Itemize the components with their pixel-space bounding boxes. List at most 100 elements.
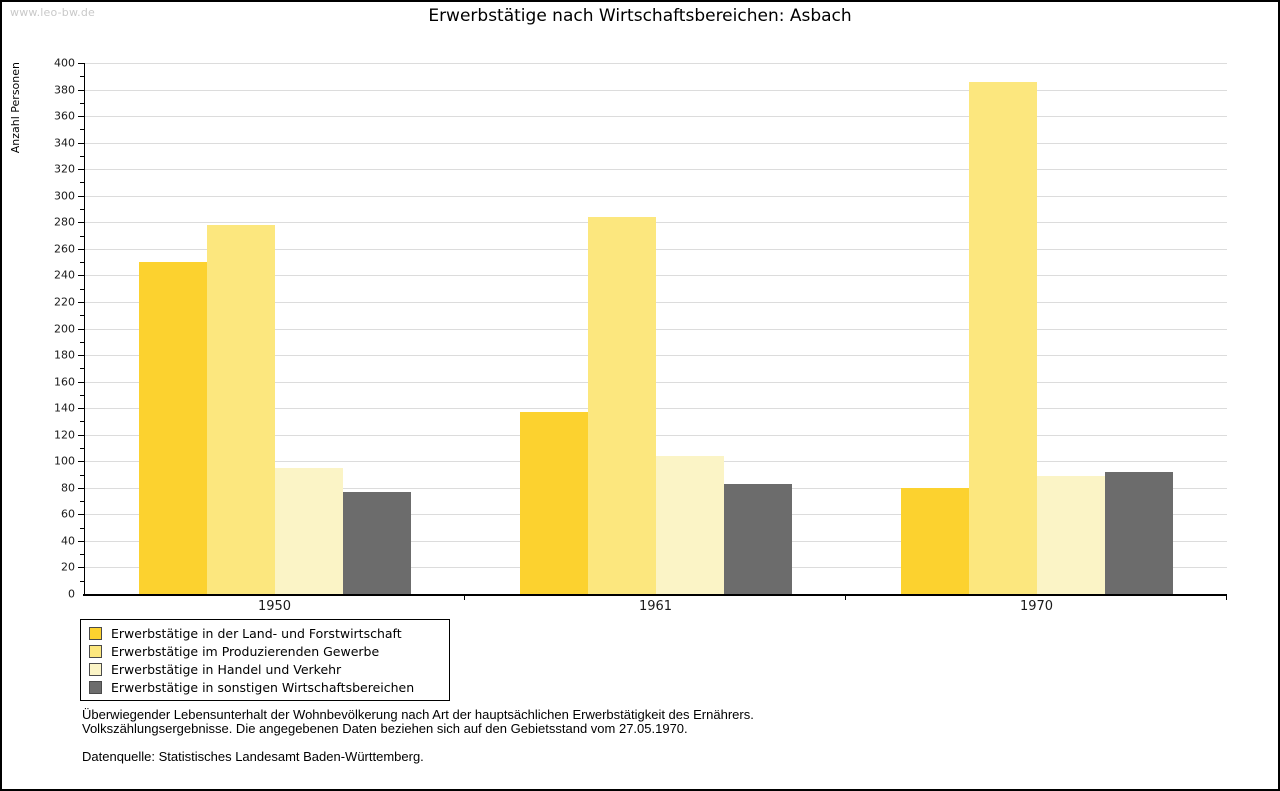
y-minor-tick xyxy=(80,315,84,317)
y-major-tick xyxy=(78,540,84,542)
y-major-tick xyxy=(78,567,84,569)
y-tick-label: 60 xyxy=(61,507,75,521)
chart-title: Erwerbstätige nach Wirtschaftsbereichen:… xyxy=(428,6,852,26)
y-major-tick xyxy=(78,301,84,303)
bar-handel-und-verkehr-1970 xyxy=(1036,475,1105,594)
y-tick-label: 40 xyxy=(61,534,75,548)
y-tick-label: 80 xyxy=(61,481,75,495)
legend-label: Erwerbstätige in sonstigen Wirtschaftsbe… xyxy=(111,679,415,695)
x-tick-label: 1950 xyxy=(257,599,292,614)
y-tick-label: 240 xyxy=(54,268,75,282)
gridline xyxy=(85,89,1227,91)
watermark: www.leo-bw.de xyxy=(10,6,96,19)
y-tick-label: 400 xyxy=(54,56,75,70)
bar-handel-und-verkehr-1950 xyxy=(274,467,343,594)
bar-sonstige-wirtschaftsbereiche-1961 xyxy=(723,483,792,594)
gridline xyxy=(85,328,1227,330)
footer-line2: Volkszählungsergebnisse. Die angegebenen… xyxy=(82,720,688,736)
y-tick-label: 120 xyxy=(54,428,75,442)
footer-source: Datenquelle: Statistisches Landesamt Bad… xyxy=(82,749,424,764)
bar-produzierendes-gewerbe-1970 xyxy=(968,81,1037,594)
y-major-tick xyxy=(78,222,84,224)
y-tick-label: 180 xyxy=(54,348,75,362)
y-minor-tick xyxy=(80,182,84,184)
y-tick-label: 340 xyxy=(54,136,75,150)
bar-sonstige-wirtschaftsbereiche-1950 xyxy=(342,491,411,594)
y-minor-tick xyxy=(80,368,84,370)
legend-item-handel: Erwerbstätige in Handel und Verkehr xyxy=(89,660,441,678)
gridline xyxy=(85,142,1227,144)
y-minor-tick xyxy=(80,155,84,157)
legend-swatch-gewerbe xyxy=(89,644,102,658)
legend-item-sonstige: Erwerbstätige in sonstigen Wirtschaftsbe… xyxy=(89,678,441,696)
y-major-tick xyxy=(78,142,84,144)
gridline xyxy=(85,434,1227,436)
y-tick-label: 100 xyxy=(54,454,75,468)
gridline xyxy=(85,381,1227,383)
x-tick-label: 1970 xyxy=(1019,599,1054,614)
y-tick-label: 20 xyxy=(61,560,75,574)
y-major-tick xyxy=(78,195,84,197)
y-minor-tick xyxy=(80,209,84,211)
gridline xyxy=(85,275,1227,277)
y-tick-label: 320 xyxy=(54,162,75,176)
y-major-tick xyxy=(78,116,84,118)
y-major-tick xyxy=(78,408,84,410)
y-tick-label: 220 xyxy=(54,295,75,309)
gridline xyxy=(85,63,1227,64)
y-tick-label: 360 xyxy=(54,109,75,123)
bar-produzierendes-gewerbe-1961 xyxy=(587,216,656,594)
x-boundary-tick xyxy=(464,596,465,600)
y-major-tick xyxy=(78,328,84,330)
x-tick-label: 1961 xyxy=(638,599,673,614)
y-minor-tick xyxy=(80,447,84,449)
y-minor-tick xyxy=(80,341,84,343)
legend-item-gewerbe: Erwerbstätige im Produzierenden Gewerbe xyxy=(89,642,441,660)
plot-area: 0 20 40 60 80 100 120 140 160 180 200 220 240 260 280 3… xyxy=(54,57,1227,614)
y-axis-line xyxy=(84,63,85,596)
bar-land-und-forstwirtschaft-1961 xyxy=(519,412,588,594)
y-major-tick xyxy=(78,63,84,64)
y-tick-label: 0 xyxy=(68,587,75,601)
gridline xyxy=(85,116,1227,118)
y-minor-tick xyxy=(80,421,84,423)
y-minor-tick xyxy=(80,474,84,476)
y-minor-tick xyxy=(80,76,84,78)
bar-sonstige-wirtschaftsbereiche-1970 xyxy=(1104,471,1173,594)
y-tick-label: 260 xyxy=(54,242,75,256)
footer: Überwiegender Lebensunterhalt der Wohnbe… xyxy=(82,708,754,764)
bar-produzierendes-gewerbe-1950 xyxy=(206,224,275,594)
y-tick-label: 280 xyxy=(54,215,75,229)
x-axis-line xyxy=(83,594,1227,596)
y-major-tick xyxy=(78,89,84,91)
gridline xyxy=(85,222,1227,224)
y-major-tick xyxy=(78,355,84,357)
y-minor-tick xyxy=(80,501,84,503)
y-tick-label: 380 xyxy=(54,83,75,97)
y-minor-tick xyxy=(80,235,84,237)
y-axis-title: Anzahl Personen xyxy=(9,62,22,154)
y-major-tick xyxy=(78,381,84,383)
legend-label: Erwerbstätige in der Land- und Forstwirt… xyxy=(111,625,402,641)
y-major-tick xyxy=(78,487,84,489)
y-minor-tick xyxy=(80,394,84,396)
gridline xyxy=(85,195,1227,197)
gridline xyxy=(85,169,1227,171)
y-minor-tick xyxy=(80,527,84,529)
x-boundary-tick xyxy=(845,596,846,600)
legend-label: Erwerbstätige im Produzierenden Gewerbe xyxy=(111,643,380,659)
y-minor-tick xyxy=(80,288,84,290)
x-boundary-tick xyxy=(1226,596,1227,600)
gridline xyxy=(85,355,1227,357)
bar-handel-und-verkehr-1961 xyxy=(655,455,724,594)
legend-swatch-handel xyxy=(89,662,102,676)
legend: Erwerbstätige in der Land- und Forstwirt… xyxy=(80,619,450,701)
footer-line1: Überwiegender Lebensunterhalt der Wohnbe… xyxy=(82,707,754,722)
y-minor-tick xyxy=(80,262,84,264)
gridline xyxy=(85,301,1227,303)
legend-label: Erwerbstätige in Handel und Verkehr xyxy=(111,661,342,677)
y-major-tick xyxy=(78,461,84,463)
y-tick-label: 300 xyxy=(54,189,75,203)
legend-item-land: Erwerbstätige in der Land- und Forstwirt… xyxy=(89,624,441,642)
